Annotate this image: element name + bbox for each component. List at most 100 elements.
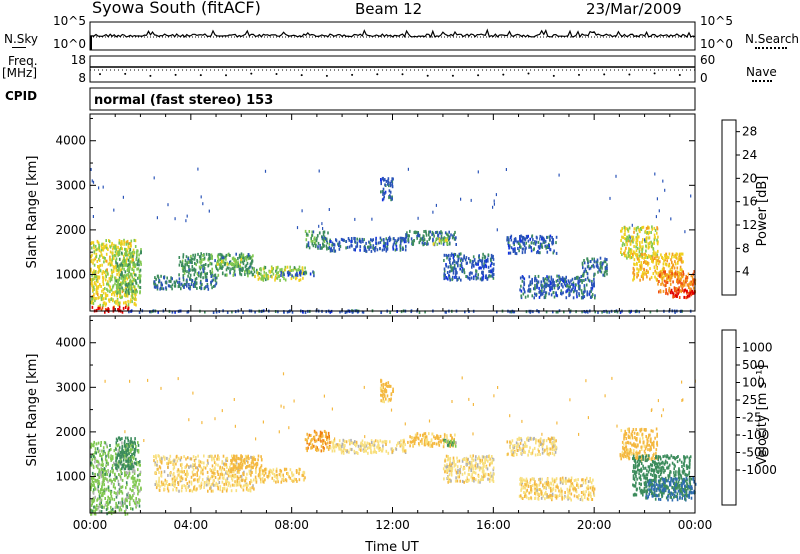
data-cell-region-21 [594, 310, 596, 314]
data-cell-region-2 [167, 465, 169, 469]
data-cell-region-2 [172, 483, 175, 486]
data-cell-region-2 [226, 459, 229, 462]
data-cell-region-9 [389, 190, 392, 194]
data-cell-region-13 [536, 251, 538, 255]
data-cell-region-2 [160, 470, 163, 474]
data-cell-region-4 [285, 467, 288, 471]
data-cell-region-18 [667, 275, 670, 279]
data-cell-region-0 [97, 485, 99, 489]
data-cell-region-5 [307, 436, 310, 440]
data-cell-region-2 [228, 468, 230, 472]
data-cell-region-14 [546, 278, 548, 282]
data-cell-region-0 [107, 495, 109, 499]
data-cell-region-0 [112, 485, 115, 489]
data-cell-region-0 [119, 506, 121, 510]
data-cell-region-6 [345, 440, 348, 444]
data-cell-region-2 [226, 457, 229, 461]
data-cell-region-1 [119, 283, 121, 287]
data-cell-region-2 [155, 486, 158, 490]
data-cell-region-0 [108, 261, 111, 265]
data-cell-region-0 [131, 507, 134, 511]
data-cell-region-0 [107, 470, 110, 474]
data-cell-region-2 [222, 487, 224, 490]
data-cell-region-2 [226, 480, 228, 483]
data-cell-region-0 [107, 272, 109, 276]
data-cell-region-3 [183, 270, 185, 274]
data-cell-region-2 [173, 475, 176, 479]
data-cell-region-13 [549, 234, 552, 238]
data-cell-region-13 [516, 240, 519, 244]
data-cell-region-8 [403, 240, 406, 244]
data-cell-region-3 [246, 456, 248, 460]
data-cell-region-17 [655, 258, 658, 262]
data-cell-region-3 [198, 271, 200, 275]
data-cell-region-4 [275, 476, 278, 479]
data-cell-region-12 [454, 275, 456, 279]
data-cell-region-10 [431, 230, 434, 234]
data-cell-region-0 [115, 495, 118, 499]
data-cell-region-13 [509, 244, 511, 248]
data-cell-region-0 [137, 450, 140, 454]
data-cell-region-1 [115, 290, 118, 294]
data-cell-region-0 [97, 450, 100, 454]
data-cell-region-14 [583, 287, 586, 291]
freq-dip-dot [578, 73, 580, 76]
data-cell-region-3 [209, 269, 212, 273]
data-cell-region-2 [178, 475, 181, 479]
data-cell-region-3 [203, 271, 206, 275]
data-cell-region-14 [580, 296, 583, 300]
data-cell-region-0 [122, 289, 125, 292]
data-cell-region-0 [115, 491, 117, 495]
data-cell-region-16 [644, 240, 647, 243]
data-cell-region-18 [664, 284, 666, 288]
data-cell-region-2 [206, 283, 209, 286]
data-cell-region-2 [169, 471, 171, 475]
data-cell-region-0 [120, 240, 123, 244]
data-cell-region-8 [348, 238, 351, 242]
data-cell-region-20 [112, 306, 115, 310]
data-cell-region-6 [340, 448, 342, 452]
data-cell-region-0 [111, 292, 113, 296]
data-cell-region-14 [557, 287, 559, 291]
data-cell-region-12 [481, 270, 483, 274]
data-cell-region-3 [245, 263, 248, 267]
data-cell-region-2 [154, 463, 156, 467]
data-cell-region-16 [656, 240, 659, 244]
data-cell-region-13 [530, 249, 533, 253]
data-cell-region-2 [161, 457, 163, 461]
data-cell-region-14 [535, 293, 537, 297]
data-cell-region-0 [125, 504, 127, 508]
data-cell-region-6 [359, 444, 362, 448]
data-cell-region-1 [126, 253, 129, 257]
data-cell-region-21 [575, 310, 577, 314]
data-cell-region-15 [596, 258, 599, 262]
data-cell-region-2 [219, 465, 221, 469]
data-cell-region-4 [258, 472, 260, 476]
data-cell-region-0 [124, 500, 126, 504]
data-cell-region-0 [133, 291, 136, 295]
data-cell-region-0 [118, 239, 121, 242]
data-cell-region-21 [509, 310, 511, 314]
data-cell-region-2 [247, 483, 249, 487]
data-cell-region-6 [397, 441, 400, 445]
data-cell-region-14 [543, 287, 546, 291]
sparse-point [407, 167, 409, 171]
data-cell-region-1 [138, 253, 140, 257]
data-cell-region-3 [182, 265, 184, 269]
data-cell-region-18 [666, 277, 668, 281]
data-cell-region-1 [130, 283, 132, 287]
data-cell-region-2 [221, 466, 224, 470]
data-cell-region-4 [260, 480, 262, 484]
data-cell-region-0 [101, 242, 103, 246]
data-cell-region-12 [471, 271, 473, 275]
data-cell-region-2 [161, 283, 163, 287]
data-cell-region-2 [173, 466, 176, 469]
data-cell-region-3 [246, 255, 249, 259]
data-cell-region-6 [342, 451, 345, 455]
data-cell-region-0 [91, 271, 94, 275]
data-cell-region-1 [115, 261, 117, 265]
data-cell-region-14 [540, 280, 543, 284]
data-cell-region-3 [216, 254, 219, 258]
